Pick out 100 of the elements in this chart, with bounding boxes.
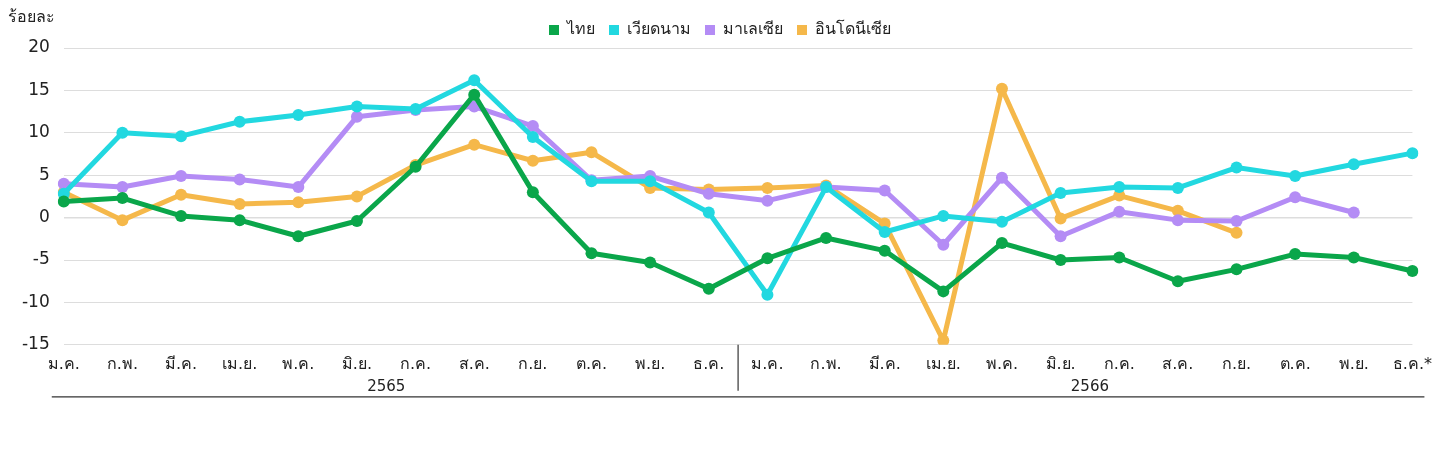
point bbox=[761, 181, 774, 194]
point bbox=[820, 231, 833, 244]
x-tick-label: ก.พ. bbox=[810, 353, 842, 373]
y-axis-title: ร้อยละ bbox=[8, 7, 55, 27]
point bbox=[761, 288, 774, 301]
x-tick-label: ก.ค. bbox=[1103, 353, 1135, 373]
point bbox=[116, 126, 129, 139]
point bbox=[1054, 254, 1067, 266]
x-tick-label: มี.ค. bbox=[164, 353, 198, 373]
point bbox=[1171, 181, 1184, 194]
y-tick-label: -10 bbox=[21, 290, 50, 311]
point bbox=[1406, 265, 1419, 278]
point bbox=[350, 110, 363, 123]
point bbox=[995, 237, 1008, 250]
x-tick-label: ส.ค. bbox=[1162, 353, 1194, 373]
point bbox=[878, 184, 891, 197]
point bbox=[937, 238, 950, 251]
point bbox=[995, 215, 1008, 228]
point bbox=[585, 247, 598, 260]
x-tick-label: ก.ค. bbox=[400, 353, 432, 373]
point bbox=[1289, 248, 1302, 261]
point bbox=[1171, 275, 1184, 288]
point bbox=[937, 209, 950, 222]
point bbox=[1230, 161, 1243, 174]
y-tick-label: 10 bbox=[28, 121, 50, 142]
x-tick-label: พ.ค. bbox=[985, 353, 1019, 373]
point bbox=[585, 146, 598, 159]
point bbox=[1230, 263, 1243, 276]
point bbox=[761, 194, 774, 207]
y-tick-label: 0 bbox=[38, 206, 50, 227]
point bbox=[468, 138, 481, 151]
x-tick-label: ม.ค. bbox=[47, 353, 80, 373]
point bbox=[1347, 251, 1360, 264]
point bbox=[233, 198, 246, 211]
text: 2565 bbox=[367, 377, 406, 396]
x-tick-label: ส.ค. bbox=[458, 353, 490, 373]
x-tick-label: พ.ค. bbox=[282, 353, 315, 373]
point bbox=[292, 230, 305, 243]
x-tick-label: เม.ย. bbox=[925, 353, 961, 373]
point bbox=[526, 120, 539, 133]
x-tick-label: มิ.ย. bbox=[1045, 353, 1076, 373]
point bbox=[761, 252, 774, 265]
point bbox=[702, 206, 715, 219]
point bbox=[57, 195, 70, 208]
point bbox=[995, 171, 1008, 184]
point bbox=[292, 108, 305, 121]
point bbox=[1289, 191, 1302, 204]
point bbox=[1113, 181, 1126, 194]
point bbox=[1230, 226, 1243, 239]
x-tick-label: ต.ค. bbox=[575, 353, 608, 373]
point bbox=[1054, 230, 1067, 243]
y-tick-label: -5 bbox=[32, 248, 50, 269]
x-tick-label: ธ.ค. bbox=[693, 353, 725, 373]
x-tick-label: ธ.ค.* bbox=[1392, 353, 1432, 373]
point bbox=[350, 214, 363, 227]
point bbox=[175, 188, 188, 201]
point bbox=[1113, 251, 1126, 264]
point bbox=[350, 190, 363, 203]
legend-label: ไทย bbox=[565, 19, 595, 39]
x-tick-label: มี.ค. bbox=[868, 353, 901, 373]
point bbox=[233, 173, 246, 186]
point bbox=[292, 196, 305, 209]
y-tick-label: 15 bbox=[28, 78, 50, 99]
text: 2566 bbox=[1070, 377, 1110, 396]
point bbox=[878, 244, 891, 257]
point bbox=[233, 214, 246, 227]
point bbox=[526, 186, 539, 199]
point bbox=[1230, 214, 1243, 227]
y-tick-label: -15 bbox=[21, 333, 50, 354]
legend-label: เวียดนาม bbox=[627, 19, 691, 39]
point bbox=[526, 154, 539, 167]
point bbox=[116, 192, 129, 205]
x-tick-label: ม.ค. bbox=[751, 353, 784, 373]
point bbox=[878, 226, 891, 239]
point bbox=[116, 181, 129, 194]
x-tick-label: ต.ค. bbox=[1279, 353, 1311, 373]
point bbox=[1289, 170, 1302, 183]
point bbox=[1347, 158, 1360, 171]
point bbox=[526, 131, 539, 144]
y-tick-label: 5 bbox=[38, 163, 50, 184]
point bbox=[1054, 187, 1067, 200]
point bbox=[1054, 212, 1067, 225]
point bbox=[292, 181, 305, 194]
y-tick-label: 20 bbox=[28, 36, 50, 57]
point bbox=[995, 82, 1008, 95]
point bbox=[468, 88, 481, 101]
x-tick-label: ก.ย. bbox=[518, 353, 548, 373]
point bbox=[233, 115, 246, 128]
x-tick-label: พ.ย. bbox=[635, 353, 666, 373]
point bbox=[1171, 214, 1184, 227]
x-tick-label: เม.ย. bbox=[222, 353, 258, 373]
x-tick-label: พ.ย. bbox=[1338, 353, 1369, 373]
point bbox=[1406, 147, 1419, 160]
x-tick-label: ก.พ. bbox=[106, 353, 138, 373]
point bbox=[937, 285, 950, 298]
point bbox=[1113, 205, 1126, 218]
point bbox=[644, 175, 657, 188]
point bbox=[175, 209, 188, 222]
point bbox=[175, 170, 188, 183]
point bbox=[116, 214, 129, 227]
